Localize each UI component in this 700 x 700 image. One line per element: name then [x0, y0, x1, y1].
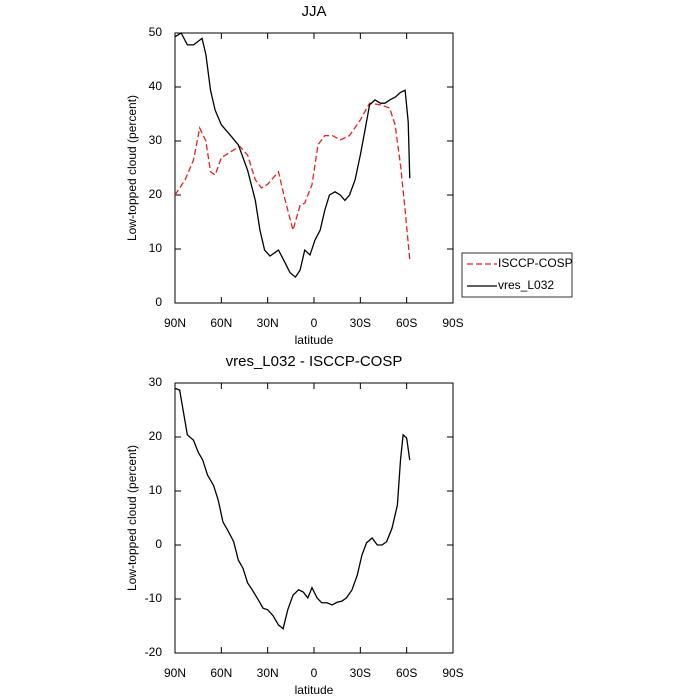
y-tick-label: 30 — [149, 375, 163, 389]
x-tick-label: 0 — [311, 316, 318, 330]
x-tick-label: 60N — [210, 666, 232, 680]
y-axis-label: Low-topped cloud (percent) — [125, 445, 139, 591]
plot-frame — [174, 382, 454, 654]
y-tick-label: 20 — [149, 187, 163, 201]
y-tick-label: 40 — [149, 79, 163, 93]
x-tick-label: 90S — [442, 316, 463, 330]
legend-box — [461, 252, 573, 298]
y-tick-label: 0 — [155, 295, 162, 309]
chart-title: JJA — [301, 3, 326, 20]
x-tick-label: 60N — [210, 316, 232, 330]
x-tick-label: 90S — [442, 666, 463, 680]
data-line — [174, 102, 411, 260]
legend-label: ISCCP-COSP — [498, 256, 573, 270]
x-tick-label: 90N — [164, 666, 186, 680]
y-tick-label: -20 — [145, 645, 163, 659]
x-tick-label: 30S — [350, 316, 371, 330]
y-tick-label: 50 — [149, 25, 163, 39]
x-axis-label: latitude — [295, 333, 334, 347]
x-tick-label: 30N — [257, 316, 279, 330]
chart-title: vres_L032 - ISCCP-COSP — [226, 353, 403, 370]
data-line — [174, 387, 411, 630]
legend-label: vres_L032 — [498, 278, 554, 292]
x-axis-label: latitude — [295, 683, 334, 697]
y-tick-label: 0 — [155, 537, 162, 551]
x-tick-label: 60S — [396, 316, 417, 330]
y-tick-label: 10 — [149, 241, 163, 255]
y-tick-label: 10 — [149, 483, 163, 497]
x-tick-label: 60S — [396, 666, 417, 680]
y-tick-label: 20 — [149, 429, 163, 443]
y-axis-label: Low-topped cloud (percent) — [125, 95, 139, 241]
y-tick-label: 30 — [149, 133, 163, 147]
x-tick-label: 30N — [257, 666, 279, 680]
data-line — [174, 32, 411, 279]
x-tick-label: 0 — [311, 666, 318, 680]
x-tick-label: 30S — [350, 666, 371, 680]
y-tick-label: -10 — [145, 591, 163, 605]
x-tick-label: 90N — [164, 316, 186, 330]
